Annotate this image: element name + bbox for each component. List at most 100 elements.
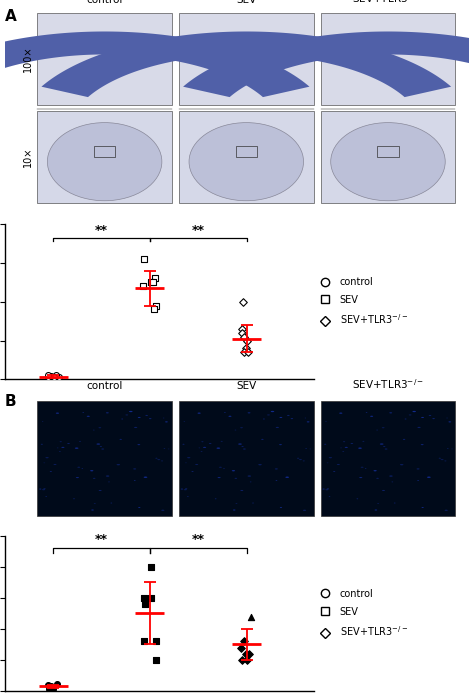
Point xyxy=(237,642,245,653)
Point xyxy=(149,276,156,288)
Ellipse shape xyxy=(303,510,306,511)
Point xyxy=(140,593,147,604)
Ellipse shape xyxy=(87,416,90,417)
Ellipse shape xyxy=(155,458,157,459)
Text: 100×: 100× xyxy=(23,46,33,73)
Ellipse shape xyxy=(240,490,243,491)
Ellipse shape xyxy=(438,458,441,459)
Point xyxy=(147,593,155,604)
Ellipse shape xyxy=(377,503,379,504)
Ellipse shape xyxy=(279,444,282,445)
Ellipse shape xyxy=(47,123,162,201)
Point xyxy=(238,327,246,339)
Ellipse shape xyxy=(99,490,101,491)
Point xyxy=(45,679,52,690)
Ellipse shape xyxy=(42,489,45,490)
Bar xyxy=(94,146,115,157)
Point xyxy=(49,682,56,693)
Ellipse shape xyxy=(217,447,220,449)
Point xyxy=(140,253,148,265)
Point xyxy=(238,323,246,334)
Point xyxy=(45,370,52,381)
Ellipse shape xyxy=(157,459,160,460)
Ellipse shape xyxy=(271,411,274,412)
Ellipse shape xyxy=(99,427,101,429)
Point xyxy=(243,655,250,666)
Ellipse shape xyxy=(400,464,403,466)
Ellipse shape xyxy=(370,416,373,417)
Ellipse shape xyxy=(376,478,379,479)
Ellipse shape xyxy=(241,446,244,447)
Point xyxy=(153,636,160,647)
Ellipse shape xyxy=(221,441,223,442)
Ellipse shape xyxy=(358,447,362,449)
Ellipse shape xyxy=(441,459,444,460)
Polygon shape xyxy=(0,31,310,97)
Point xyxy=(53,678,61,689)
Ellipse shape xyxy=(61,447,64,448)
Ellipse shape xyxy=(287,415,290,416)
Ellipse shape xyxy=(101,449,104,450)
Ellipse shape xyxy=(238,443,242,445)
Ellipse shape xyxy=(421,507,424,508)
Point xyxy=(247,611,255,622)
Ellipse shape xyxy=(384,449,388,450)
Ellipse shape xyxy=(240,427,243,429)
Point xyxy=(151,304,158,315)
Ellipse shape xyxy=(345,447,348,448)
Point xyxy=(46,683,54,694)
Ellipse shape xyxy=(280,507,282,508)
Ellipse shape xyxy=(144,477,147,478)
Ellipse shape xyxy=(60,441,62,442)
Text: SEV+TLR3$^{-/-}$: SEV+TLR3$^{-/-}$ xyxy=(352,377,424,391)
Legend: control, SEV, SEV+TLR3$^{-/-}$: control, SEV, SEV+TLR3$^{-/-}$ xyxy=(311,273,411,330)
Ellipse shape xyxy=(201,441,203,442)
Ellipse shape xyxy=(94,503,96,504)
Ellipse shape xyxy=(96,443,100,445)
Ellipse shape xyxy=(76,477,79,478)
Text: 10×: 10× xyxy=(23,147,33,168)
Ellipse shape xyxy=(54,464,56,465)
Point xyxy=(147,276,155,288)
Bar xyxy=(320,401,456,517)
Ellipse shape xyxy=(359,477,362,478)
Ellipse shape xyxy=(137,444,140,445)
Ellipse shape xyxy=(129,411,133,412)
Point xyxy=(240,636,248,647)
Point xyxy=(49,683,57,695)
Bar xyxy=(37,111,172,203)
Bar xyxy=(320,111,456,203)
Ellipse shape xyxy=(247,475,251,477)
Ellipse shape xyxy=(219,467,222,468)
Point xyxy=(242,343,249,354)
Ellipse shape xyxy=(138,507,140,508)
Ellipse shape xyxy=(236,503,237,504)
Ellipse shape xyxy=(299,459,302,460)
Ellipse shape xyxy=(276,427,279,428)
Ellipse shape xyxy=(117,464,120,466)
Text: **: ** xyxy=(192,533,205,547)
Ellipse shape xyxy=(261,439,264,440)
Ellipse shape xyxy=(363,441,365,442)
Ellipse shape xyxy=(380,443,383,445)
Point xyxy=(51,371,58,383)
Ellipse shape xyxy=(77,467,80,468)
Point xyxy=(142,598,149,609)
Ellipse shape xyxy=(218,477,220,478)
Ellipse shape xyxy=(182,444,184,445)
Ellipse shape xyxy=(412,411,416,412)
Ellipse shape xyxy=(275,468,278,470)
Bar xyxy=(37,13,172,105)
Ellipse shape xyxy=(235,478,237,479)
Ellipse shape xyxy=(79,441,81,442)
Point xyxy=(47,371,55,382)
Text: SEV+TLR3$^{-/-}$: SEV+TLR3$^{-/-}$ xyxy=(352,0,424,5)
Point xyxy=(152,655,160,666)
Polygon shape xyxy=(183,31,474,97)
Bar xyxy=(179,401,314,517)
Point xyxy=(245,347,252,358)
Ellipse shape xyxy=(203,447,206,448)
Ellipse shape xyxy=(427,477,431,478)
Ellipse shape xyxy=(198,413,201,414)
Polygon shape xyxy=(41,31,451,97)
